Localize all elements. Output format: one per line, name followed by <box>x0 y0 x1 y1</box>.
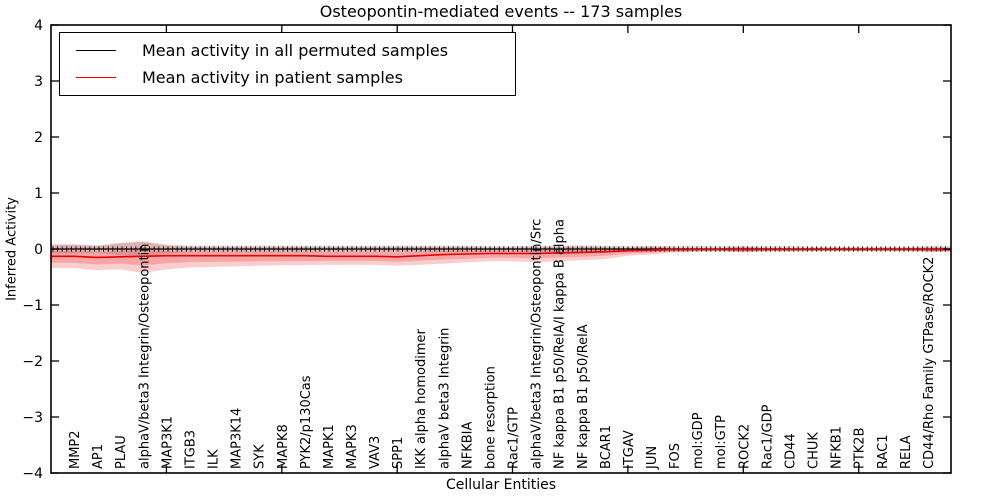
x-category-label: IKK alpha homodimer <box>414 328 429 469</box>
x-category-label: CD44 <box>784 433 799 469</box>
x-category-label: JUN <box>645 446 660 470</box>
x-category-label: mol:GDP <box>691 412 706 469</box>
patient-line-sample <box>76 77 116 78</box>
x-category-label: PYK2/p130Cas <box>299 375 314 469</box>
patient-mean-line <box>51 248 951 259</box>
x-category-label: MAPK1 <box>322 424 337 469</box>
x-category-label: alphaV/beta3 Integrin/Osteopontin/Src <box>530 219 545 469</box>
x-category-label: RELA <box>899 435 914 469</box>
y-tick-label: 3 <box>34 74 43 90</box>
x-category-label: NF kappa B1 p50/RelA <box>576 324 591 469</box>
x-category-label: NFKBIA <box>460 422 475 469</box>
legend-label-patient: Mean activity in patient samples <box>142 68 403 87</box>
x-category-label: Rac1/GTP <box>507 407 522 469</box>
x-category-label: ITGAV <box>622 430 637 469</box>
confidence-bands <box>51 241 951 274</box>
legend-item-patient: Mean activity in patient samples <box>76 68 515 87</box>
x-category-label: bone resorption <box>484 366 499 469</box>
x-category-label: BCAR1 <box>599 425 614 469</box>
y-axis-label: Inferred Activity <box>4 197 20 301</box>
y-tick-label: 4 <box>34 18 43 34</box>
y-tick-labels: 4 3 2 1 0 −1 −2 −3 −4 <box>22 18 43 482</box>
x-category-label: RAC1 <box>876 434 891 469</box>
x-category-label: FOS <box>668 443 683 469</box>
y-tick-label: −1 <box>22 298 43 314</box>
legend: Mean activity in all permuted samples Me… <box>59 32 516 96</box>
x-category-label: CD44/Rho Family GTPase/ROCK2 <box>922 257 937 469</box>
x-category-label: NF kappa B1 p50/RelA/I kappa B alpha <box>553 219 568 469</box>
x-category-label: PLAU <box>114 435 129 469</box>
x-category-label: mol:GTP <box>714 415 729 469</box>
x-category-label: alphaV/beta3 Integrin/Osteopontin <box>137 244 152 469</box>
permuted-line-sample <box>76 50 116 51</box>
x-category-label: NFKB1 <box>830 426 845 469</box>
x-category-label: PTK2B <box>853 428 868 470</box>
y-tick-label: −3 <box>22 410 43 426</box>
x-category-label: ROCK2 <box>737 424 752 469</box>
x-category-label: SPP1 <box>391 437 406 469</box>
legend-label-permuted: Mean activity in all permuted samples <box>142 41 449 60</box>
y-ticks <box>51 24 951 474</box>
x-category-label: MAPK8 <box>276 424 291 469</box>
x-category-label: MAP3K14 <box>230 408 245 469</box>
x-axis-label: Cellular Entities <box>445 477 557 493</box>
x-category-label: ILK <box>207 449 222 469</box>
x-category-label: Rac1/GDP <box>760 404 775 469</box>
x-category-label: ITGB3 <box>184 430 199 469</box>
x-category-label: alphaV beta3 Integrin <box>437 328 452 469</box>
x-category-labels: MMP2 AP1 PLAU alphaV/beta3 Integrin/Osteopo… <box>68 219 937 470</box>
y-tick-label: −2 <box>22 354 43 370</box>
y-tick-label: 2 <box>34 130 43 146</box>
y-tick-label: −4 <box>22 466 43 482</box>
x-category-label: SYK <box>253 444 268 469</box>
legend-item-permuted: Mean activity in all permuted samples <box>76 41 515 60</box>
y-tick-label: 0 <box>34 242 43 258</box>
chart-title: Osteopontin-mediated events -- 173 sampl… <box>319 2 683 21</box>
x-category-label: AP1 <box>91 444 106 469</box>
x-category-label: MMP2 <box>68 430 83 469</box>
x-category-label: MAPK3 <box>345 424 360 469</box>
y-tick-label: 1 <box>34 186 43 202</box>
x-category-label: CHUK <box>807 432 822 469</box>
patient-band-inner <box>51 248 951 266</box>
x-ticks <box>165 25 860 473</box>
x-category-label: VAV3 <box>368 436 383 469</box>
x-category-label: MAP3K1 <box>160 416 175 469</box>
